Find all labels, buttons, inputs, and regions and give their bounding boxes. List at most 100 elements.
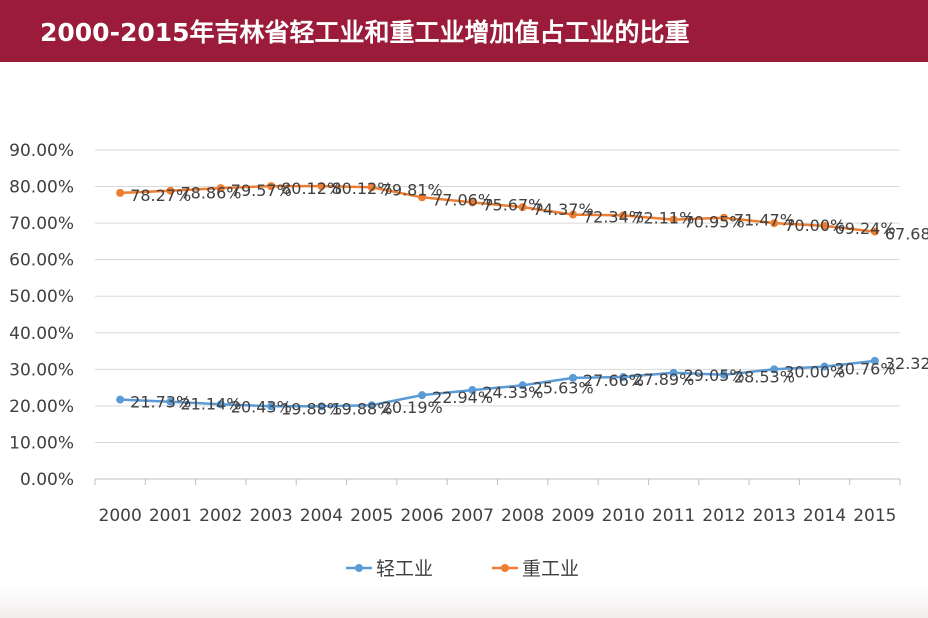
data-label: 78.86%: [180, 184, 241, 203]
data-point: [418, 193, 427, 202]
data-point: [317, 402, 326, 411]
series-line-0: [120, 359, 875, 408]
data-label: 27.66%: [583, 371, 644, 390]
data-label: 72.11%: [633, 208, 694, 227]
data-point: [719, 370, 728, 379]
data-point: [116, 395, 125, 404]
y-tick-label: 80.00%: [9, 178, 74, 198]
x-tick-label: 2000: [99, 506, 142, 526]
data-label: 69.24%: [835, 219, 896, 238]
x-tick-label: 2007: [451, 506, 494, 526]
y-tick-label: 10.00%: [9, 433, 74, 453]
title-bar: 2000-2015年吉林省轻工业和重工业增加值占工业的比重: [0, 0, 928, 62]
x-tick-label: 2014: [803, 506, 846, 526]
data-label: 20.43%: [231, 397, 292, 416]
data-point: [418, 391, 427, 400]
data-point: [770, 219, 779, 228]
x-tick-label: 2013: [753, 506, 796, 526]
y-axis: 0.00% 10.00% 20.00% 30.00% 40.00% 50.00% 60.00…: [9, 141, 74, 490]
data-point: [216, 400, 225, 409]
data-point: [518, 203, 527, 212]
x-tick-label: 2002: [199, 506, 242, 526]
data-point: [820, 221, 829, 230]
footer-decoration: [0, 586, 928, 618]
data-point: [468, 198, 477, 207]
data-label: 70.95%: [684, 213, 745, 232]
x-tick-label: 2015: [853, 506, 896, 526]
data-label: 22.94%: [432, 388, 493, 407]
data-point: [166, 397, 175, 406]
data-point: [216, 184, 225, 193]
data-label: 20.19%: [382, 398, 443, 417]
data-label: 80.12%: [331, 179, 392, 198]
data-label: 74.37%: [533, 200, 594, 219]
data-point: [568, 373, 577, 382]
data-point: [568, 210, 577, 219]
data-label: 77.06%: [432, 190, 493, 209]
data-label: 21.14%: [180, 395, 241, 414]
data-point: [367, 401, 376, 410]
legend-label: 轻工业: [376, 558, 433, 580]
data-point: [166, 186, 175, 195]
data-point: [870, 227, 879, 236]
data-label: 67.68%: [885, 225, 928, 244]
page-title: 2000-2015年吉林省轻工业和重工业增加值占工业的比重: [40, 18, 690, 47]
x-axis: 2000 2001 2002 2003 2004 2005 2006 2007 2008 2009…: [94, 478, 901, 526]
data-point: [116, 188, 125, 197]
y-tick-label: 0.00%: [20, 470, 74, 490]
data-point: [267, 182, 276, 191]
data-label: 32.32%: [885, 354, 928, 373]
data-point: [669, 215, 678, 224]
x-tick-label: 2006: [400, 506, 443, 526]
data-label: 80.12%: [281, 179, 342, 198]
y-tick-label: 50.00%: [9, 287, 74, 307]
x-tick-label: 2008: [501, 506, 544, 526]
series-layer: 21.73%21.14%20.43%19.88%19.88%20.19%22.9…: [116, 179, 928, 418]
data-label: 25.63%: [533, 378, 594, 397]
legend-marker: [355, 564, 363, 572]
data-label: 30.00%: [784, 362, 845, 381]
y-tick-label: 20.00%: [9, 397, 74, 417]
data-point: [770, 365, 779, 374]
data-label: 72.34%: [583, 208, 644, 227]
data-point: [820, 362, 829, 371]
gridlines: [95, 149, 900, 443]
data-label: 75.67%: [482, 195, 543, 214]
series-line-1: [120, 184, 875, 233]
data-label: 19.88%: [331, 399, 392, 418]
x-tick-label: 2001: [149, 506, 192, 526]
data-label: 71.47%: [734, 211, 795, 230]
y-tick-label: 90.00%: [9, 141, 74, 161]
data-label: 30.76%: [835, 360, 896, 379]
x-tick-label: 2010: [602, 506, 645, 526]
data-point: [669, 368, 678, 377]
data-point: [518, 381, 527, 390]
data-point: [619, 211, 628, 220]
data-point: [267, 402, 276, 411]
data-point: [870, 356, 879, 365]
data-label: 79.57%: [231, 181, 292, 200]
data-label: 79.81%: [382, 180, 443, 199]
y-tick-label: 30.00%: [9, 360, 74, 380]
data-label: 29.05%: [684, 366, 745, 385]
x-tick-label: 2011: [652, 506, 695, 526]
data-point: [317, 182, 326, 191]
data-label: 24.33%: [482, 383, 543, 402]
x-tick-label: 2004: [300, 506, 343, 526]
data-point: [719, 213, 728, 222]
y-tick-label: 40.00%: [9, 324, 74, 344]
data-point: [468, 386, 477, 395]
data-label: 28.53%: [734, 368, 795, 387]
x-tick-label: 2012: [702, 506, 745, 526]
x-tick-label: 2009: [551, 506, 594, 526]
data-label: 27.89%: [633, 370, 694, 389]
x-tick-label: 2005: [350, 506, 393, 526]
y-tick-label: 60.00%: [9, 251, 74, 271]
data-label: 19.88%: [281, 399, 342, 418]
legend-marker: [501, 564, 509, 572]
data-label: 78.27%: [130, 186, 191, 205]
legend: 轻工业 重工业: [346, 558, 579, 580]
x-tick-label: 2003: [249, 506, 292, 526]
data-point: [619, 373, 628, 382]
